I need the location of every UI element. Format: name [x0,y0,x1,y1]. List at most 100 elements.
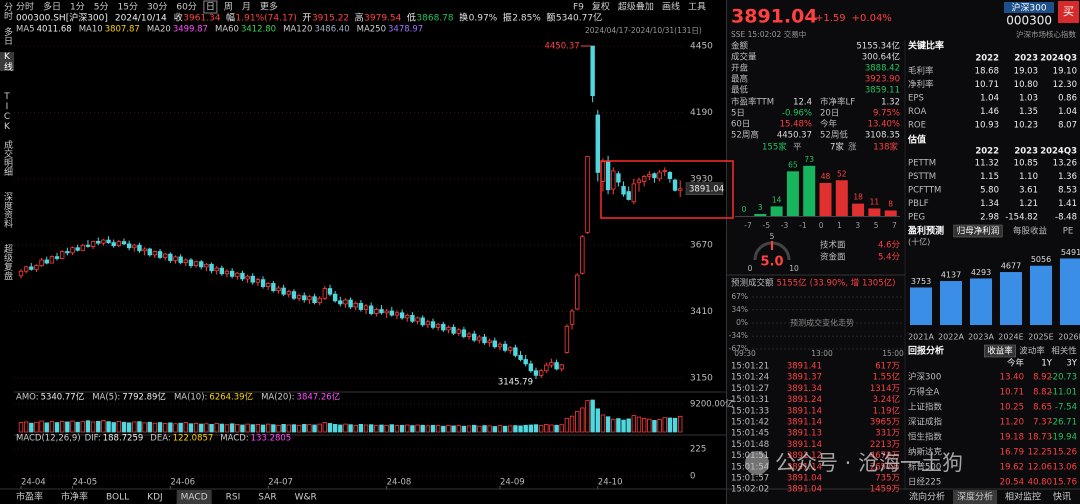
candle-body [502,343,508,351]
volume-bar [502,425,508,433]
tool-button[interactable]: 复权 [592,1,610,13]
indicator-tab[interactable]: RSI [226,493,241,503]
quote-price: 3891.04 [731,6,818,28]
volume-bar [497,425,503,433]
candle-body [564,325,570,353]
indicator-tab[interactable]: KDJ [147,493,163,503]
candle-body [214,267,219,272]
candle-body [199,261,204,268]
volume-bar [631,415,637,433]
trade-time: 15:01:45 [731,429,769,439]
highlight-box [600,160,734,219]
forecast-tab[interactable]: 归母净利润 [957,226,1000,237]
table-cell: 11.20 [1000,418,1024,428]
y-tick-label: 4190 [690,108,713,118]
table-cell: 15.76 [1053,478,1077,488]
period-tab[interactable]: 5分 [94,2,109,13]
volume-bar [322,422,328,433]
period-tab[interactable]: 更多 [260,1,278,13]
trade-price: 3891.13 [787,429,822,439]
volume-bar [29,422,34,433]
panel-tab[interactable]: 深度分析 [957,491,993,503]
candle-body [255,279,261,283]
candle-body [126,243,132,249]
volume-bar [23,421,29,433]
period-tab[interactable]: 周 [224,2,233,13]
panel-tab[interactable]: 相对监控 [1005,491,1041,503]
info-text: 2.85% [512,14,541,24]
panel-tab[interactable]: 快讯 [1053,491,1071,503]
tool-button[interactable]: 画线 [662,1,680,13]
table-cell: 1.03 [1019,94,1038,104]
table-cell: ROA [908,107,926,117]
toolbar-item[interactable]: TICK [2,92,12,132]
candle-body [137,244,142,252]
period-tab[interactable]: 日 [206,2,215,13]
forecast-tab[interactable]: 每股收益 [1013,226,1048,237]
tool-button[interactable]: 工具 [688,2,706,13]
toolbar-item[interactable]: 分时 [2,2,12,20]
indicator-tab[interactable]: MACD [181,493,208,503]
volume-bar [209,423,214,433]
left-toolbar: 分时多日 K线 TICK 成交明细深度资料超级复盘 [0,0,14,300]
indicator-tab[interactable]: SAR [258,493,276,503]
volume-bar [60,420,65,433]
distribution-bar [803,165,816,216]
panel-tab[interactable]: 流向分析 [909,491,945,503]
returns-tab[interactable]: 收益率 [987,346,1013,357]
candle-body [343,299,348,305]
info-text: 高 [355,12,364,24]
period-tab[interactable]: 30分 [147,2,167,13]
returns-tab[interactable]: 波动率 [1019,346,1045,357]
volume-bar [65,421,70,433]
period-tab[interactable]: 1分 [70,2,85,13]
indicator-tab[interactable]: 市净率 [61,491,88,503]
toolbar-item[interactable]: 多日 [2,27,12,45]
table-cell: 8.53 [1058,186,1077,196]
buy-button-text[interactable]: 买 [1063,5,1074,18]
indicator-tab[interactable]: W&R [295,493,317,503]
volume-bar [54,422,60,433]
indicator-tab[interactable]: 市盈率 [16,491,43,503]
volume-bar [379,424,384,433]
volume-bar [343,423,348,433]
period-tab[interactable]: 15分 [118,2,138,13]
info-text: 振 [503,12,512,24]
forecast-bar [910,287,932,325]
forecast-tab[interactable]: PE [1063,227,1074,237]
label: 3923.90 [865,75,900,85]
x-tick-label: 24-10 [598,478,623,488]
table-cell: 8.07 [1058,121,1077,131]
period-tab[interactable]: 多日 [43,1,61,13]
toolbar-item[interactable]: 超级复盘 [2,244,12,280]
tool-button[interactable]: F9 [573,3,584,13]
candle-body [18,270,24,277]
table-cell: 1.04 [1058,107,1077,117]
candle-body [672,179,678,191]
candle-body [183,259,188,263]
toolbar-item[interactable]: K线 [0,52,14,71]
period-tab[interactable]: 月 [242,2,251,13]
volume-bar [585,400,590,433]
volume-bar [332,423,338,433]
period-tab[interactable]: 分时 [16,1,34,13]
indicator-tab[interactable]: BOLL [106,493,129,503]
trade-time: 15:01:33 [731,406,769,416]
toolbar-item[interactable]: 深度资料 [2,192,12,228]
candle-body [106,239,111,244]
volume-bar [652,420,657,433]
tool-button[interactable]: 超级叠加 [618,1,654,13]
table-cell: 16.79 [1000,448,1024,458]
trade-volume: 331万 [875,429,900,439]
buy-button[interactable] [1058,1,1079,23]
info-text: 换 [459,12,468,24]
label: 52周高 [731,130,759,141]
candle-body [384,310,389,314]
period-tab[interactable]: 60分 [176,2,196,13]
trade-price: 3891.14 [787,462,822,472]
ma-text: MA120 [283,25,312,35]
returns-tab[interactable]: 相关性 [1051,346,1077,357]
toolbar-item[interactable]: 成交明细 [2,140,12,176]
distribution-x-label: 5 [874,221,879,230]
distribution-label: 0 [742,205,747,214]
